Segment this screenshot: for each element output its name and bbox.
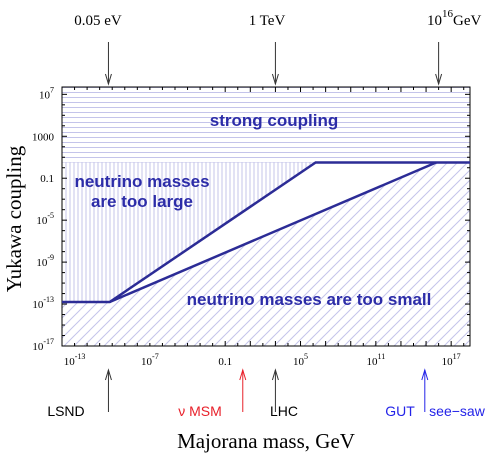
bottom-marker-arrowhead xyxy=(271,368,279,381)
bottom-marker-arrowhead xyxy=(104,368,112,381)
x-tick-label: 1011 xyxy=(366,352,385,368)
masses-too-large-region xyxy=(62,162,316,302)
bottom-marker-label-seesaw: see−saw xyxy=(429,403,486,419)
bottom-marker-label-gut: GUT xyxy=(385,403,415,419)
top-markers: 0.05 eV 1 TeV 1016GeV xyxy=(74,8,481,86)
masses-too-small-region xyxy=(62,162,470,346)
y-tick-label: 1000 xyxy=(32,131,55,143)
top-marker-arrowhead xyxy=(104,73,112,86)
region-label-strong: strong coupling xyxy=(210,111,338,130)
y-tick-label: 10-5 xyxy=(36,211,54,227)
bottom-marker-label-lsnd: LSND xyxy=(47,403,84,419)
top-marker-label-1: 1 TeV xyxy=(249,13,286,29)
boundary-line-lower xyxy=(109,161,437,304)
top-marker-label-0: 0.05 eV xyxy=(74,13,122,29)
region-label-large-line2: are too large xyxy=(91,192,193,211)
top-marker-arrowhead xyxy=(271,73,279,86)
bottom-markers: LSND ν MSM LHC GUT see−saw xyxy=(47,368,486,419)
strong-coupling-region xyxy=(62,87,470,163)
x-tick-label: 105 xyxy=(293,352,308,368)
x-tick-label: 10-7 xyxy=(141,352,159,368)
plot-frame xyxy=(61,86,471,347)
y-tick-label: 10-13 xyxy=(32,295,54,311)
y-tick-label: 0.1 xyxy=(40,173,54,185)
bottom-marker-arrowhead xyxy=(239,368,247,381)
x-tick-label: 1017 xyxy=(442,352,461,368)
boundary-line-upper xyxy=(62,161,470,304)
x-axis-title: Majorana mass, GeV xyxy=(177,429,355,453)
y-axis-title: Yukawa coupling xyxy=(2,145,26,292)
y-tick-label: 107 xyxy=(39,85,54,101)
y-tick-label: 10-9 xyxy=(36,253,54,269)
series-lines xyxy=(62,161,470,304)
regions xyxy=(62,87,470,346)
x-tick-label: 0.1 xyxy=(218,356,232,368)
y-tick-label: 10-17 xyxy=(32,337,54,353)
bottom-marker-label-numsm: ν MSM xyxy=(178,403,222,419)
bottom-marker-label-lhc: LHC xyxy=(270,403,298,419)
region-label-small: neutrino masses are too small xyxy=(187,290,432,309)
bottom-marker-arrowhead xyxy=(421,368,429,381)
region-label-large-line1: neutrino masses xyxy=(74,172,209,191)
top-marker-arrowhead xyxy=(435,73,443,86)
axes-ticks: 10-13 10-7 0.1 105 1011 1017 107 1000 0.1 10-5 10-… xyxy=(32,85,470,368)
x-tick-label: 10-13 xyxy=(64,352,86,368)
top-marker-label-2: 1016GeV xyxy=(427,8,481,29)
